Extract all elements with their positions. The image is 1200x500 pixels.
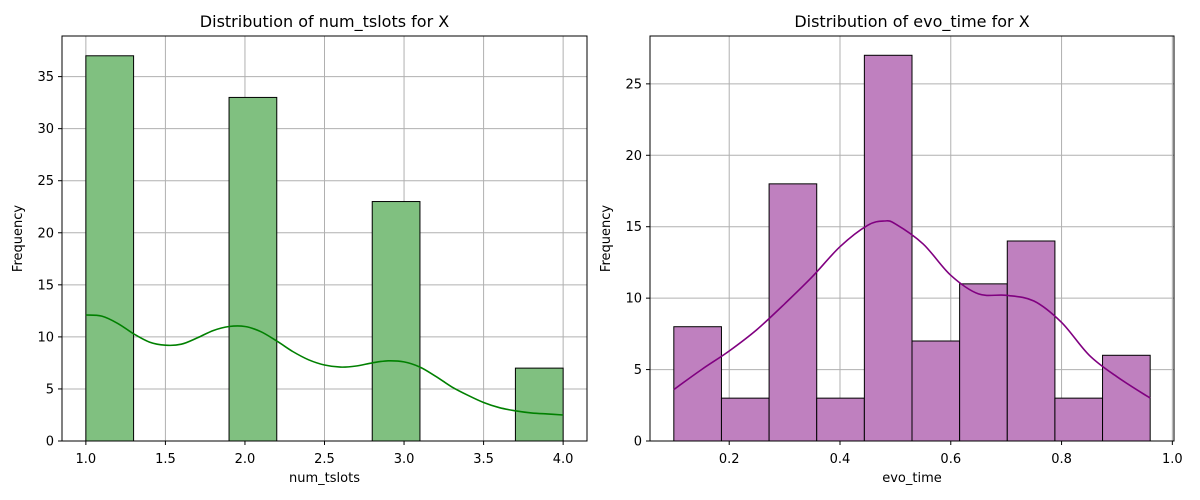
y-tick-label: 25: [37, 174, 54, 189]
y-tick-label: 5: [634, 363, 642, 378]
histogram-bar: [228, 96, 278, 442]
x-tick-label: 0.8: [1051, 452, 1072, 467]
chart-title: Distribution of num_tslots for X: [200, 12, 449, 32]
plot-frame: [649, 35, 1175, 442]
y-tick-label: 15: [37, 278, 54, 293]
histogram-bar: [768, 183, 818, 442]
x-tick-label: 0.6: [940, 452, 961, 467]
y-tick-label: 25: [625, 77, 642, 92]
x-tick-label: 2.5: [314, 452, 335, 467]
y-tick-label: 15: [625, 220, 642, 235]
histogram-bar: [1006, 240, 1056, 442]
x-tick-label: 3.0: [394, 452, 415, 467]
histogram-bar: [720, 397, 770, 442]
y-tick-label: 30: [37, 122, 54, 137]
chart-title: Distribution of evo_time for X: [794, 12, 1029, 32]
histogram-bar: [85, 55, 135, 442]
x-tick-label: 0.2: [719, 452, 740, 467]
x-tick-label: 4.0: [553, 452, 574, 467]
x-tick-label: 2.0: [235, 452, 256, 467]
kde-curve: [85, 314, 564, 416]
histogram-bar: [911, 340, 961, 442]
histogram-bar: [863, 54, 913, 442]
y-tick-label: 10: [37, 330, 54, 345]
x-tick-label: 3.5: [473, 452, 494, 467]
x-tick-label: 1.0: [1162, 452, 1183, 467]
x-axis-label: evo_time: [882, 471, 942, 486]
histogram-bar: [816, 397, 865, 442]
histogram-bar: [371, 201, 421, 442]
y-tick-label: 20: [37, 226, 54, 241]
y-axis-label: Frequency: [599, 205, 614, 272]
kde-curve: [673, 220, 1151, 399]
x-axis-label: num_tslots: [289, 471, 360, 486]
y-tick-label: 5: [46, 382, 54, 397]
histogram-bar: [959, 283, 1008, 442]
y-tick-label: 20: [625, 149, 642, 164]
histogram-bar: [1102, 354, 1151, 442]
x-tick-label: 1.0: [76, 452, 97, 467]
histogram-evo-time: 0.2 0.4 0.6 0.8 1.0 0 5 10 15 20 25 Distribution o…: [599, 12, 1183, 486]
histogram-num-tslots: 1.0 1.5 2.0 2.5 3.0 3.5 4.0 0 5 10 15 20 25 30 35 Dist…: [11, 12, 588, 486]
y-tick-label: 0: [634, 435, 642, 450]
histogram-bar: [514, 367, 564, 442]
x-tick-label: 0.4: [830, 452, 851, 467]
y-axis-label: Frequency: [11, 205, 26, 272]
y-tick-label: 10: [625, 292, 642, 307]
y-tick-label: 35: [37, 70, 54, 85]
histogram-bar: [1054, 397, 1104, 442]
x-tick-label: 1.5: [155, 452, 176, 467]
y-tick-label: 0: [46, 435, 54, 450]
